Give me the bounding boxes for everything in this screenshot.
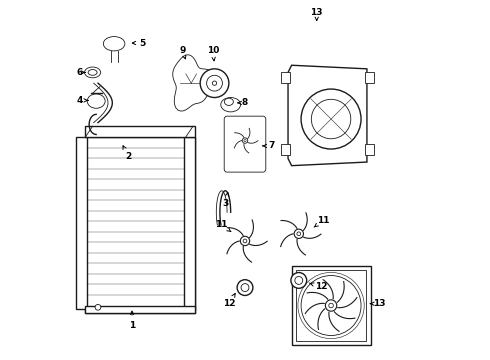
- Text: 9: 9: [179, 46, 186, 59]
- Text: 13: 13: [370, 299, 386, 308]
- Bar: [281, 72, 290, 83]
- Circle shape: [297, 232, 301, 236]
- Text: 5: 5: [132, 39, 146, 48]
- Text: 2: 2: [123, 146, 132, 161]
- Circle shape: [237, 280, 253, 296]
- Bar: [296, 270, 366, 341]
- Circle shape: [295, 276, 303, 284]
- Ellipse shape: [84, 67, 100, 78]
- Ellipse shape: [88, 69, 97, 75]
- Bar: [184, 137, 195, 309]
- Bar: [365, 72, 374, 83]
- Text: 11: 11: [216, 220, 231, 231]
- Circle shape: [329, 303, 333, 308]
- Ellipse shape: [221, 98, 241, 112]
- Circle shape: [244, 139, 246, 141]
- Text: 12: 12: [222, 294, 235, 308]
- Bar: [85, 137, 195, 313]
- Circle shape: [240, 236, 250, 246]
- Circle shape: [212, 81, 217, 85]
- Circle shape: [311, 99, 351, 139]
- Circle shape: [291, 273, 307, 288]
- Text: 1: 1: [129, 311, 135, 330]
- Text: 12: 12: [309, 282, 327, 291]
- Text: 6: 6: [76, 68, 85, 77]
- Bar: [365, 144, 374, 155]
- Bar: [85, 126, 195, 137]
- Circle shape: [294, 229, 303, 238]
- Bar: [76, 137, 87, 309]
- Circle shape: [241, 284, 249, 292]
- Polygon shape: [288, 65, 367, 166]
- Circle shape: [301, 89, 361, 149]
- Ellipse shape: [87, 94, 105, 108]
- Text: 7: 7: [263, 141, 275, 150]
- Text: 11: 11: [314, 216, 329, 227]
- Text: 13: 13: [311, 8, 323, 21]
- Circle shape: [95, 305, 101, 310]
- Bar: [85, 306, 195, 313]
- Circle shape: [200, 69, 229, 98]
- Text: 4: 4: [76, 96, 88, 105]
- FancyBboxPatch shape: [224, 116, 266, 172]
- Polygon shape: [172, 55, 215, 111]
- Text: 10: 10: [207, 46, 219, 61]
- Ellipse shape: [224, 98, 233, 105]
- Circle shape: [242, 138, 248, 143]
- Bar: [281, 144, 290, 155]
- Circle shape: [207, 75, 222, 91]
- Circle shape: [243, 239, 247, 243]
- Bar: [292, 266, 370, 345]
- Ellipse shape: [103, 37, 125, 51]
- Text: 3: 3: [222, 193, 229, 208]
- Circle shape: [325, 300, 337, 311]
- Text: 8: 8: [238, 98, 247, 107]
